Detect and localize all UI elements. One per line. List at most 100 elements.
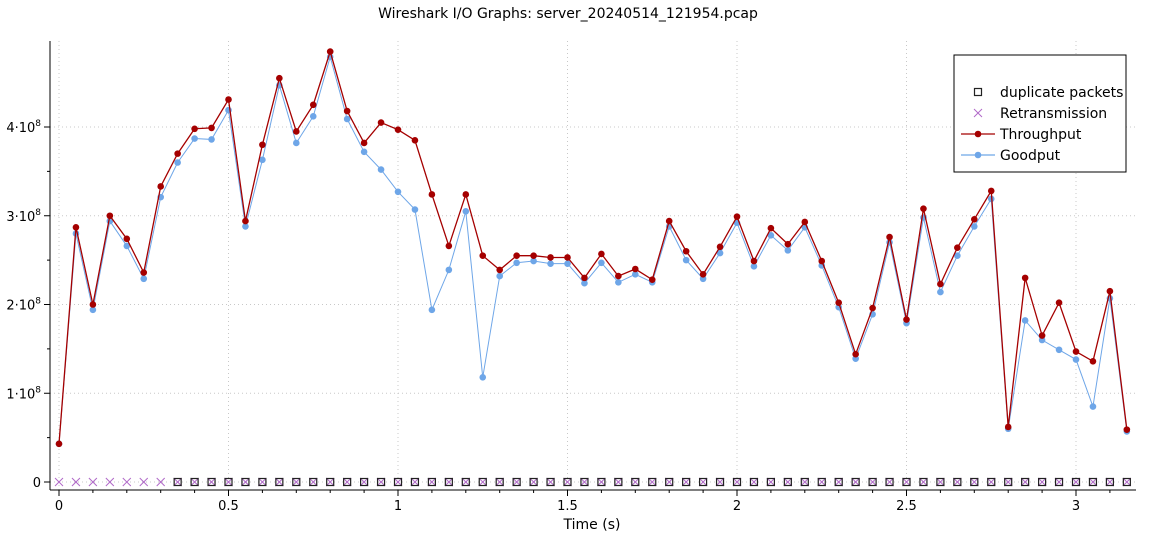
throughput-point bbox=[733, 213, 741, 220]
retransmission-point bbox=[427, 477, 437, 487]
duplicate-packets-point bbox=[800, 477, 809, 487]
x-marker-stroke bbox=[1122, 477, 1132, 487]
throughput-point bbox=[852, 350, 859, 358]
duplicate-packets-point bbox=[241, 477, 250, 487]
throughput-point bbox=[89, 301, 97, 308]
retransmission-point bbox=[698, 477, 708, 487]
x-tick-label: 0 bbox=[55, 499, 63, 514]
throughput-point bbox=[428, 191, 436, 198]
throughput-point bbox=[801, 218, 809, 226]
x-marker-stroke bbox=[973, 108, 983, 118]
x-marker-stroke bbox=[969, 477, 979, 487]
x-tick-label: 2 bbox=[733, 499, 741, 514]
legend-item-throughput: Throughput bbox=[961, 127, 1082, 143]
throughput-point bbox=[55, 440, 63, 448]
throughput-point bbox=[1089, 358, 1097, 365]
retransmission-point bbox=[1088, 477, 1098, 487]
x-marker-stroke bbox=[105, 477, 115, 487]
legend-item-duplicate-packets: duplicate packets bbox=[973, 85, 1123, 101]
duplicate-packets-point bbox=[1021, 477, 1030, 487]
retransmission-point bbox=[173, 477, 183, 487]
retransmission-point bbox=[1020, 477, 1030, 487]
series-retransmission bbox=[54, 477, 1132, 487]
goodput-point bbox=[530, 257, 537, 265]
goodput-point bbox=[123, 242, 131, 250]
duplicate-packets-point bbox=[173, 477, 182, 487]
legend-swatch bbox=[974, 130, 982, 138]
duplicate-packets-point bbox=[614, 477, 623, 487]
goodput-line bbox=[58, 55, 1128, 444]
goodput-point bbox=[445, 266, 453, 274]
retransmission-point bbox=[834, 477, 844, 487]
retransmission-point bbox=[647, 477, 657, 487]
throughput-point bbox=[225, 96, 232, 103]
throughput-point bbox=[123, 235, 131, 243]
throughput-point bbox=[377, 119, 385, 126]
x-marker-stroke bbox=[122, 477, 132, 487]
retransmission-point bbox=[630, 477, 640, 487]
goodput-point bbox=[411, 206, 419, 213]
retransmission-point bbox=[105, 477, 115, 487]
duplicate-packets-point bbox=[817, 477, 826, 487]
x-marker-stroke bbox=[410, 477, 420, 487]
x-marker-stroke bbox=[698, 477, 708, 487]
x-tick-label: 3 bbox=[1072, 499, 1080, 514]
goodput-point bbox=[547, 260, 554, 267]
throughput-point bbox=[326, 48, 334, 55]
x-marker-stroke bbox=[139, 477, 149, 487]
retransmission-point bbox=[783, 477, 793, 487]
duplicate-packets-point bbox=[597, 477, 606, 487]
retransmission-point bbox=[952, 477, 962, 487]
duplicate-packets-point bbox=[224, 477, 233, 487]
duplicate-packets-point bbox=[1054, 477, 1064, 487]
x-marker-stroke bbox=[1054, 477, 1064, 487]
y-tick-label: 2·108 bbox=[6, 297, 41, 314]
retransmission-point bbox=[122, 477, 132, 487]
duplicate-packets-point bbox=[698, 477, 708, 487]
goodput-point bbox=[89, 306, 97, 314]
retransmission-point bbox=[478, 477, 488, 487]
x-tick-label: 1.5 bbox=[557, 499, 578, 514]
retransmission-point bbox=[919, 477, 928, 487]
goodput-point bbox=[1072, 356, 1080, 363]
goodput-point bbox=[632, 271, 639, 278]
retransmission-point bbox=[681, 477, 691, 487]
x-marker-stroke bbox=[919, 477, 928, 487]
throughput-point bbox=[72, 223, 80, 231]
throughput-point bbox=[750, 257, 758, 265]
goodput-point bbox=[971, 223, 978, 230]
legend-swatch bbox=[974, 151, 982, 159]
throughput-point bbox=[648, 276, 656, 283]
axes: 0 0.5 1 1.5 2 2.5 3 0 1·108 2·108 3·108 4·108 bbox=[6, 41, 1136, 514]
throughput-point bbox=[1055, 299, 1063, 307]
plot-area[interactable] bbox=[54, 48, 1132, 487]
throughput-point bbox=[259, 141, 266, 149]
throughput-point bbox=[632, 265, 639, 273]
goodput-point bbox=[750, 263, 758, 270]
duplicate-packets-point bbox=[749, 477, 759, 487]
x-marker-stroke bbox=[207, 477, 216, 487]
duplicate-packets-point bbox=[461, 477, 470, 487]
retransmission-point bbox=[139, 477, 149, 487]
legend-swatch bbox=[973, 87, 983, 97]
duplicate-packets-point bbox=[427, 477, 436, 487]
retransmission-point bbox=[156, 477, 166, 487]
retransmission-point bbox=[546, 477, 555, 487]
goodput-point bbox=[1021, 317, 1029, 324]
goodput-point bbox=[309, 113, 317, 120]
duplicate-packets-point bbox=[868, 477, 877, 487]
x-marker-stroke bbox=[54, 477, 64, 487]
x-marker-stroke bbox=[597, 477, 606, 487]
retransmission-point bbox=[444, 477, 454, 487]
throughput-point bbox=[479, 252, 487, 259]
throughput-point bbox=[937, 280, 944, 288]
throughput-point bbox=[564, 254, 571, 261]
throughput-point bbox=[208, 124, 215, 132]
x-tick-label: 1 bbox=[394, 499, 402, 514]
x-marker-stroke bbox=[868, 477, 877, 487]
x-axis-title: Time (s) bbox=[563, 517, 621, 533]
retransmission-point bbox=[580, 477, 589, 487]
legend: duplicate packets Retransmission Throughpu… bbox=[953, 54, 1127, 173]
x-marker-stroke bbox=[715, 477, 725, 487]
retransmission-point bbox=[190, 477, 199, 487]
